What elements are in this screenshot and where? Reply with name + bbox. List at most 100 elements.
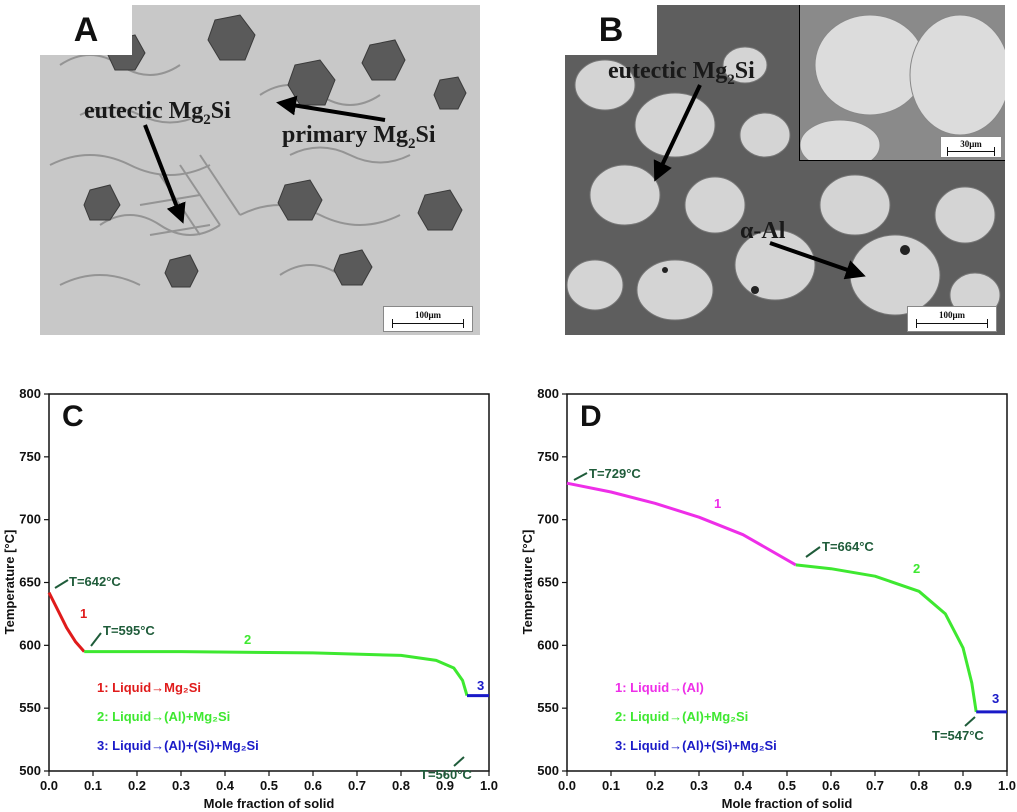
label-eutectic-mg2si-a: eutectic Mg2Si bbox=[84, 98, 231, 128]
legend-c-2: 2: Liquid→(Al)+Mg₂Si bbox=[97, 709, 230, 724]
annot-d-547: T=547°C bbox=[932, 728, 984, 743]
micrograph-b: B 30μm bbox=[565, 5, 1005, 335]
annot-arrow-d-729 bbox=[573, 472, 588, 481]
legend-d-1: 1: Liquid→(Al) bbox=[615, 680, 704, 695]
scale-label-inset: 30μm bbox=[960, 139, 982, 149]
xtick-label: 0.2 bbox=[128, 778, 146, 793]
chart-c-legend: 1: Liquid→Mg₂Si 2: Liquid→(Al)+Mg₂Si 3: … bbox=[97, 680, 259, 753]
legend-c-1: 1: Liquid→Mg₂Si bbox=[97, 680, 201, 695]
annot-c-560: T=560°C bbox=[420, 767, 472, 782]
segment-label-2: 2 bbox=[244, 632, 251, 647]
xtick-label: 0.5 bbox=[778, 778, 796, 793]
xtick-label: 0.1 bbox=[84, 778, 102, 793]
xtick-label: 0.4 bbox=[216, 778, 235, 793]
chart-c-xticks: 0.0 0.1 0.2 0.3 0.4 0.5 0.6 0.7 0.8 0.9 1.0 bbox=[40, 771, 498, 793]
ytick-label: 500 bbox=[19, 763, 41, 778]
annot-arrow-d-547 bbox=[964, 716, 976, 727]
chart-d-series: 1 2 3 bbox=[566, 481, 1007, 714]
scale-line-b bbox=[916, 319, 988, 328]
xtick-label: 0.6 bbox=[304, 778, 322, 793]
xtick-label: 0.2 bbox=[646, 778, 664, 793]
xtick-label: 0.0 bbox=[40, 778, 58, 793]
ytick-label: 600 bbox=[537, 637, 559, 652]
xtick-label: 0.5 bbox=[260, 778, 278, 793]
label-alpha-al: α-Al bbox=[740, 218, 786, 244]
chart-d-ylabel: Temperature [°C] bbox=[520, 530, 535, 635]
panel-letter-b: B bbox=[565, 5, 657, 55]
annot-d-729: T=729°C bbox=[589, 466, 641, 481]
scale-line-inset bbox=[947, 147, 995, 156]
series-line-1 bbox=[47, 591, 86, 653]
xtick-label: 0.3 bbox=[172, 778, 190, 793]
panel-letter-a: A bbox=[40, 5, 132, 55]
ytick-label: 550 bbox=[19, 700, 41, 715]
annot-arrow-d-664 bbox=[805, 546, 821, 558]
xtick-label: 0.7 bbox=[348, 778, 366, 793]
annot-d-664: T=664°C bbox=[822, 539, 874, 554]
xtick-label: 0.8 bbox=[392, 778, 410, 793]
scale-bar-inset: 30μm bbox=[940, 136, 1002, 158]
xtick-label: 0.4 bbox=[734, 778, 753, 793]
annot-arrow-c-642 bbox=[54, 579, 69, 589]
ytick-label: 550 bbox=[537, 700, 559, 715]
label-primary-mg2si: primary Mg2Si bbox=[282, 122, 436, 152]
xtick-label: 0.7 bbox=[866, 778, 884, 793]
chart-d-panel-letter: D bbox=[580, 400, 602, 433]
scale-line-a bbox=[392, 319, 464, 328]
xtick-label: 0.3 bbox=[690, 778, 708, 793]
chart-d-annotations: T=729°C T=664°C T=547°C bbox=[573, 466, 984, 743]
chart-c-series: 1 2 3 bbox=[47, 591, 489, 698]
chart-d-xticks: 0.0 0.1 0.2 0.3 0.4 0.5 0.6 0.7 0.8 0.9 1.0 bbox=[558, 771, 1016, 793]
xtick-label: 0.0 bbox=[558, 778, 576, 793]
ytick-label: 700 bbox=[537, 512, 559, 527]
chart-c-yticks: 500 550 600 650 700 750 800 bbox=[19, 386, 49, 778]
scale-bar-a: 100μm bbox=[383, 306, 473, 332]
chart-c-xlabel: Mole fraction of solid bbox=[204, 796, 335, 811]
segment-label-1: 1 bbox=[714, 496, 721, 511]
micrograph-b-inset: 30μm bbox=[799, 5, 1005, 161]
ytick-label: 750 bbox=[19, 449, 41, 464]
legend-c-3: 3: Liquid→(Al)+(Si)+Mg₂Si bbox=[97, 738, 259, 753]
series-line-1 bbox=[566, 481, 797, 567]
ytick-label: 700 bbox=[19, 512, 41, 527]
series-line-2 bbox=[795, 563, 978, 713]
segment-label-3: 3 bbox=[477, 678, 484, 693]
annot-c-642: T=642°C bbox=[69, 574, 121, 589]
ytick-label: 800 bbox=[537, 386, 559, 401]
ytick-label: 800 bbox=[19, 386, 41, 401]
ytick-label: 600 bbox=[19, 637, 41, 652]
annot-arrow-c-560 bbox=[453, 756, 465, 767]
inset-texture bbox=[800, 5, 1005, 160]
micrograph-a-texture bbox=[40, 5, 480, 335]
legend-d-3: 3: Liquid→(Al)+(Si)+Mg₂Si bbox=[615, 738, 777, 753]
scale-bar-b: 100μm bbox=[907, 306, 997, 332]
legend-d-2: 2: Liquid→(Al)+Mg₂Si bbox=[615, 709, 748, 724]
segment-label-2: 2 bbox=[913, 561, 920, 576]
xtick-label: 0.9 bbox=[436, 778, 454, 793]
ytick-label: 750 bbox=[537, 449, 559, 464]
xtick-label: 0.8 bbox=[910, 778, 928, 793]
chart-d-yticks: 500 550 600 650 700 750 800 bbox=[537, 386, 567, 778]
scale-label-b: 100μm bbox=[938, 310, 966, 320]
chart-d: 500 550 600 650 700 750 800 0.0 0.1 0.2 0.3 0.4 0.5… bbox=[520, 386, 1016, 811]
segment-label-3: 3 bbox=[992, 691, 999, 706]
xtick-label: 0.1 bbox=[602, 778, 620, 793]
xtick-label: 1.0 bbox=[998, 778, 1016, 793]
chart-c-annotations: T=642°C T=595°C T=560°C bbox=[54, 574, 472, 782]
chart-c-ylabel: Temperature [°C] bbox=[2, 530, 17, 635]
micrograph-b-texture bbox=[565, 5, 1005, 335]
xtick-label: 0.9 bbox=[954, 778, 972, 793]
chart-c: 500 550 600 650 700 750 800 0.0 0.1 0.2 0.3 0.4 0.5… bbox=[2, 386, 498, 811]
scale-label-a: 100μm bbox=[414, 310, 442, 320]
ytick-label: 650 bbox=[537, 575, 559, 590]
chart-c-panel-letter: C bbox=[62, 400, 84, 433]
label-eutectic-mg2si-b: eutectic Mg2Si bbox=[608, 58, 755, 88]
chart-d-xlabel: Mole fraction of solid bbox=[722, 796, 853, 811]
ytick-label: 500 bbox=[537, 763, 559, 778]
xtick-label: 1.0 bbox=[480, 778, 498, 793]
xtick-label: 0.6 bbox=[822, 778, 840, 793]
annot-arrow-c-595 bbox=[90, 632, 102, 647]
segment-label-1: 1 bbox=[80, 606, 87, 621]
ytick-label: 650 bbox=[19, 575, 41, 590]
micrograph-a: A bbox=[40, 5, 480, 335]
